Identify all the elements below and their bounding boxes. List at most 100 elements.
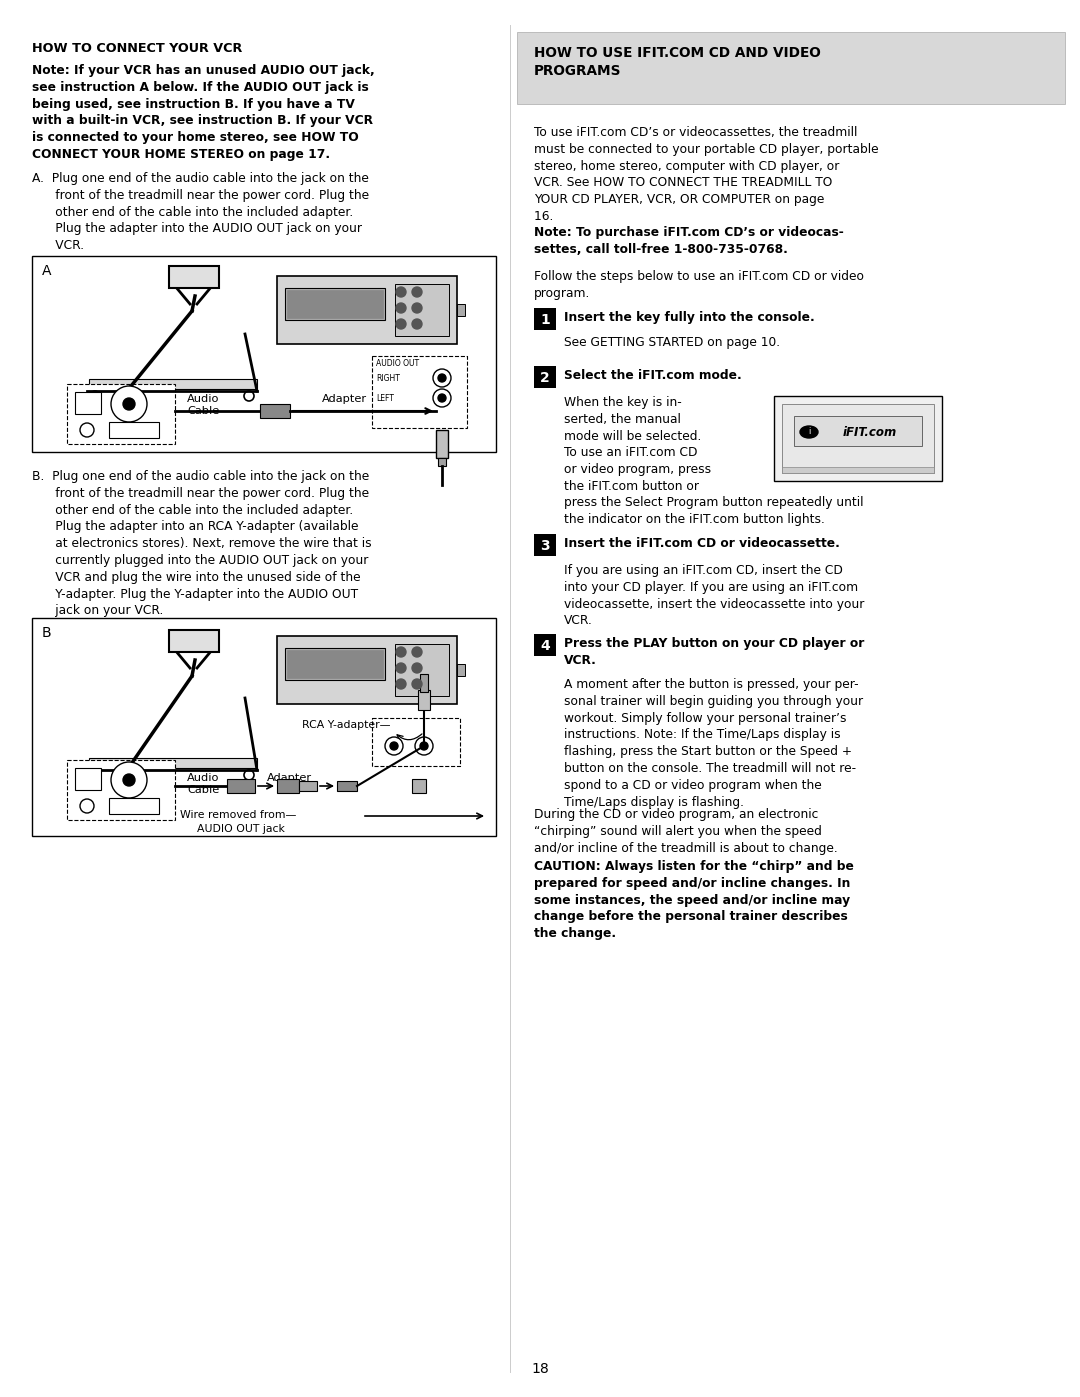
Bar xyxy=(534,634,556,657)
Circle shape xyxy=(396,647,406,657)
Text: When the key is in-
serted, the manual
mode will be selected.
To use an iFIT.com: When the key is in- serted, the manual m… xyxy=(564,395,711,493)
Circle shape xyxy=(438,374,446,381)
Bar xyxy=(418,690,430,710)
Circle shape xyxy=(415,738,433,754)
Bar xyxy=(782,467,934,474)
Bar xyxy=(517,32,1065,103)
Bar xyxy=(534,366,556,388)
Bar xyxy=(299,781,318,791)
Text: Adapter: Adapter xyxy=(322,394,367,404)
Text: A: A xyxy=(42,264,52,278)
Text: press the Select Program button repeatedly until
the indicator on the iFIT.com b: press the Select Program button repeated… xyxy=(564,496,864,525)
Text: Press the PLAY button on your CD player or
VCR.: Press the PLAY button on your CD player … xyxy=(564,637,864,666)
Circle shape xyxy=(411,286,422,298)
Circle shape xyxy=(80,423,94,437)
Bar xyxy=(67,760,175,820)
Bar xyxy=(287,650,383,678)
Text: Wire removed from—: Wire removed from— xyxy=(180,810,296,820)
Ellipse shape xyxy=(800,426,818,439)
Text: RIGHT: RIGHT xyxy=(376,374,400,383)
Text: Audio
Cable: Audio Cable xyxy=(187,773,219,795)
Bar xyxy=(372,356,467,427)
Text: 3: 3 xyxy=(540,539,550,553)
Bar xyxy=(436,430,448,458)
Circle shape xyxy=(396,286,406,298)
Text: A.  Plug one end of the audio cable into the jack on the
      front of the trea: A. Plug one end of the audio cable into … xyxy=(32,172,369,253)
Text: AUDIO OUT: AUDIO OUT xyxy=(376,359,419,367)
Bar xyxy=(534,307,556,330)
Bar xyxy=(32,617,496,835)
Bar xyxy=(109,422,159,439)
Circle shape xyxy=(123,774,135,787)
Text: LEFT: LEFT xyxy=(376,394,394,402)
Bar xyxy=(67,384,175,444)
Text: Note: If your VCR has an unused AUDIO OUT jack,
see instruction A below. If the : Note: If your VCR has an unused AUDIO OU… xyxy=(32,64,375,161)
Circle shape xyxy=(433,369,451,387)
Circle shape xyxy=(396,664,406,673)
Bar xyxy=(168,630,219,652)
Text: Select the iFIT.com mode.: Select the iFIT.com mode. xyxy=(564,369,742,381)
Bar xyxy=(420,673,428,692)
Circle shape xyxy=(384,738,403,754)
Text: Audio
Cable: Audio Cable xyxy=(187,394,219,416)
Bar xyxy=(260,404,291,418)
Circle shape xyxy=(396,319,406,330)
Circle shape xyxy=(420,742,428,750)
Bar xyxy=(276,277,457,344)
Circle shape xyxy=(438,394,446,402)
Bar xyxy=(794,416,922,446)
Text: If you are using an iFIT.com CD, insert the CD
into your CD player. If you are u: If you are using an iFIT.com CD, insert … xyxy=(564,564,864,627)
Text: HOW TO USE IFIT.COM CD AND VIDEO
PROGRAMS: HOW TO USE IFIT.COM CD AND VIDEO PROGRAM… xyxy=(534,46,821,78)
Text: iFIT.com: iFIT.com xyxy=(842,426,897,439)
Polygon shape xyxy=(89,759,257,768)
Bar xyxy=(32,256,496,453)
Text: Adapter: Adapter xyxy=(267,773,312,782)
Circle shape xyxy=(411,679,422,689)
Text: HOW TO CONNECT YOUR VCR: HOW TO CONNECT YOUR VCR xyxy=(32,42,242,54)
Circle shape xyxy=(396,303,406,313)
Bar xyxy=(75,768,102,789)
Circle shape xyxy=(111,386,147,422)
Bar xyxy=(411,780,426,793)
Bar xyxy=(372,718,460,766)
Text: 4: 4 xyxy=(540,638,550,652)
Text: See GETTING STARTED on page 10.: See GETTING STARTED on page 10. xyxy=(564,337,780,349)
Bar xyxy=(337,781,357,791)
Circle shape xyxy=(80,799,94,813)
Bar xyxy=(395,644,449,696)
Text: To use iFIT.com CD’s or videocassettes, the treadmill
must be connected to your : To use iFIT.com CD’s or videocassettes, … xyxy=(534,126,879,224)
Bar xyxy=(457,664,465,676)
Bar xyxy=(395,284,449,337)
Polygon shape xyxy=(89,379,257,388)
Text: AUDIO OUT jack: AUDIO OUT jack xyxy=(197,824,285,834)
Bar xyxy=(782,404,934,474)
Bar xyxy=(438,458,446,467)
Circle shape xyxy=(123,398,135,409)
Text: Insert the iFIT.com CD or videocassette.: Insert the iFIT.com CD or videocassette. xyxy=(564,536,840,550)
Bar xyxy=(285,288,384,320)
Text: B.  Plug one end of the audio cable into the jack on the
      front of the trea: B. Plug one end of the audio cable into … xyxy=(32,469,372,617)
Text: 18: 18 xyxy=(531,1362,549,1376)
Circle shape xyxy=(433,388,451,407)
Bar xyxy=(75,393,102,414)
Text: During the CD or video program, an electronic
“chirping” sound will alert you wh: During the CD or video program, an elect… xyxy=(534,807,838,855)
Bar xyxy=(534,534,556,556)
Bar xyxy=(285,648,384,680)
Text: i: i xyxy=(808,427,810,436)
Bar xyxy=(109,798,159,814)
Text: Insert the key fully into the console.: Insert the key fully into the console. xyxy=(564,312,814,324)
Text: 2: 2 xyxy=(540,372,550,386)
Text: CAUTION: Always listen for the “chirp” and be
prepared for speed and/or incline : CAUTION: Always listen for the “chirp” a… xyxy=(534,861,854,940)
Text: 1: 1 xyxy=(540,313,550,327)
Circle shape xyxy=(111,761,147,798)
Circle shape xyxy=(411,303,422,313)
Circle shape xyxy=(411,319,422,330)
Bar xyxy=(168,265,219,288)
Bar xyxy=(276,780,299,793)
Bar xyxy=(287,291,383,319)
Circle shape xyxy=(411,647,422,657)
Text: Note: To purchase iFIT.com CD’s or videocas-
settes, call toll-free 1-800-735-07: Note: To purchase iFIT.com CD’s or video… xyxy=(534,226,843,256)
Text: Follow the steps below to use an iFIT.com CD or video
program.: Follow the steps below to use an iFIT.co… xyxy=(534,270,864,300)
Bar xyxy=(774,395,942,481)
Circle shape xyxy=(396,679,406,689)
